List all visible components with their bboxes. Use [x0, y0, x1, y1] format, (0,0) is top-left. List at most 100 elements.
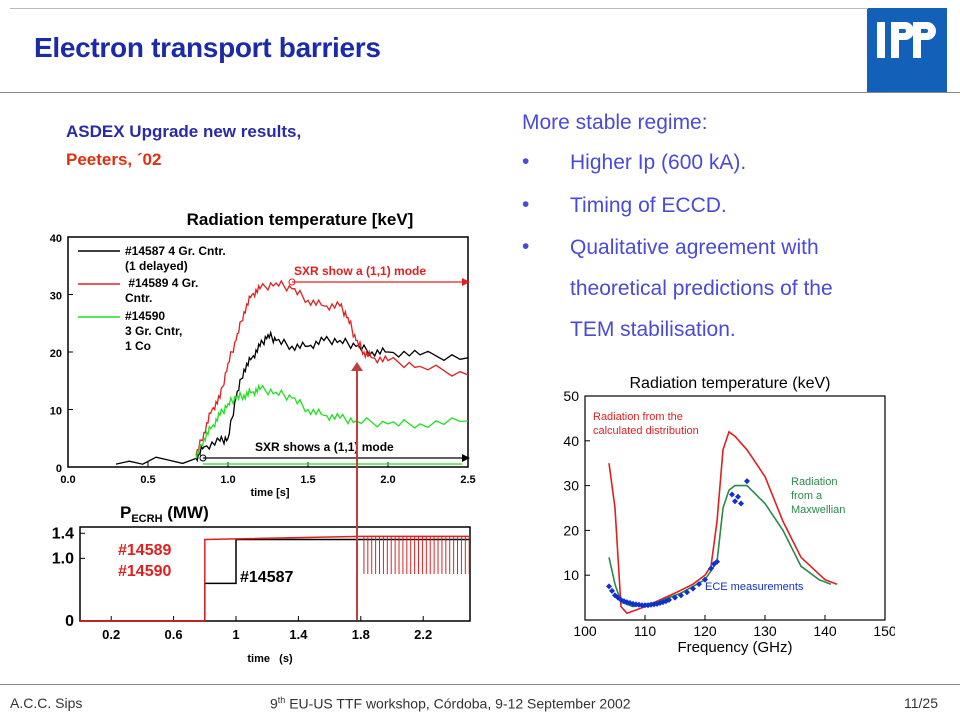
bullet-3-line-2: theoretical predictions of the	[570, 277, 833, 300]
ece-point	[738, 500, 744, 507]
label-14587: #14587	[240, 569, 293, 586]
series-line-radiation-from-the-calculated-distribution	[608, 430, 838, 615]
ece-point	[702, 576, 708, 583]
x-tick-label: 100	[573, 623, 597, 639]
y-tick-label: 1.0	[52, 550, 74, 567]
series-line--14589	[80, 535, 470, 622]
annotation-maxwellian-l2: from a	[791, 490, 823, 502]
ece-point	[678, 592, 684, 599]
legend-14589-l2: Cntr.	[125, 291, 152, 305]
x-tick-label: 0.5	[140, 474, 155, 486]
x-tick-label: 2.5	[460, 474, 475, 486]
x-tick-label: 1.5	[300, 474, 315, 486]
x-tick-label: 120	[693, 623, 717, 639]
ece-point	[666, 596, 672, 603]
bullet-3-symbol: •	[522, 235, 530, 258]
footer-page: 11/25	[904, 695, 938, 711]
y-tick-label: 30	[563, 478, 579, 494]
annotation-sxr-black: SXR shows a (1,1) mode	[255, 440, 394, 454]
subtitle-line-2: Peeters, ´02	[66, 150, 162, 169]
chart-radiation-temperature-time: Radiation temperature [keV] 0.0 0.5 1.0 1.5…	[50, 210, 476, 499]
x-tick-label: 1.8	[352, 627, 370, 642]
ece-point	[690, 585, 696, 592]
annotation-maxwellian-l1: Radiation	[791, 476, 837, 488]
ece-point	[696, 581, 702, 588]
annotation-sxr-black-marker	[199, 454, 207, 462]
series-line-radiation-from-a-maxwellian	[608, 484, 832, 608]
ece-point	[621, 598, 627, 605]
x-tick-label: 150	[873, 623, 895, 639]
x-tick-label: 110	[634, 623, 657, 639]
chart2-frame	[79, 526, 471, 622]
legend-14587-l2: (1 delayed)	[125, 259, 188, 273]
chart3-title: Radiation temperature (keV)	[630, 375, 831, 392]
x-tick-label: 1.4	[289, 627, 308, 642]
chart2-title: PECRH (MW)	[120, 503, 209, 525]
label-14589: #14589	[118, 542, 171, 559]
ece-point	[729, 491, 735, 498]
ipp-logo-icon: IPP	[867, 8, 947, 92]
ece-point	[630, 600, 636, 607]
y-tick-label: 20	[563, 522, 579, 538]
chart3-frame	[584, 395, 886, 621]
bullet-3-line-3: TEM stabilisation.	[570, 318, 736, 341]
bullet-1-text: Higher Ip (600 kA).	[570, 151, 747, 174]
ece-point	[624, 599, 630, 606]
ece-point	[708, 565, 714, 572]
legend-14590-l3: 1 Co	[125, 339, 151, 353]
bullet-1-symbol: •	[522, 150, 530, 173]
y-tick-label: 1.4	[52, 525, 74, 542]
chart2-xlabel: time (s)	[247, 653, 293, 665]
y-tick-label: 40	[50, 233, 62, 245]
chart-radiation-temperature-frequency: Radiation temperature (keV) 100 110 120 130…	[563, 375, 895, 656]
vertical-marker-line	[356, 366, 358, 620]
logo-text: IPP	[907, 81, 909, 83]
legend-14587-l1: #14587 4 Gr. Cntr.	[125, 244, 226, 258]
ece-point	[672, 594, 678, 601]
x-tick-label: 1	[232, 627, 239, 642]
ece-point	[714, 558, 720, 565]
y-tick-label: 10	[563, 567, 579, 583]
y-tick-label: 0	[65, 613, 74, 630]
y-tick-label: 50	[563, 388, 579, 404]
vertical-marker-arrowhead	[351, 362, 363, 371]
chart1-xlabel: time [s]	[250, 487, 289, 499]
y-tick-label: 40	[563, 433, 579, 449]
slide-title: Electron transport barriers	[34, 32, 381, 63]
footer-author: A.C.C. Sips	[10, 695, 83, 711]
annotation-ece: ECE measurements	[705, 581, 804, 593]
x-tick-label: 2.2	[414, 627, 432, 642]
x-tick-label: 0.6	[165, 627, 183, 642]
footer-event: 9th EU-US TTF workshop, Córdoba, 9-12 Se…	[270, 695, 631, 712]
footer-divider	[0, 684, 960, 685]
legend-14590-l1: #14590	[125, 309, 165, 323]
x-tick-label: 0.2	[102, 627, 120, 642]
ipp-logo: IPP	[867, 8, 947, 92]
chart3-xlabel: Frequency (GHz)	[677, 639, 792, 656]
y-tick-label: 20	[50, 348, 62, 360]
legend-14589-l1: #14589 4 Gr.	[125, 276, 198, 290]
y-tick-label: 30	[50, 291, 62, 303]
intro-text: More stable regime:	[522, 111, 708, 134]
bullet-3-line-1: Qualitative agreement with	[570, 236, 819, 259]
bullet-2-symbol: •	[522, 193, 530, 216]
chart1-title: Radiation temperature [keV]	[187, 210, 414, 229]
ece-point	[684, 589, 690, 596]
chart-pecrh: PECRH (MW) 0.2 0.6 1 1.4 1.8 2.2 0 1.0 1.4 #1458…	[52, 503, 471, 665]
x-tick-label: 2.0	[380, 474, 395, 486]
y-tick-label: 10	[50, 406, 62, 418]
subtitle-line-1: ASDEX Upgrade new results,	[66, 122, 302, 141]
annotation-calculated-l2: calculated distribution	[593, 425, 699, 437]
x-tick-label: 0.0	[60, 474, 75, 486]
x-tick-label: 140	[813, 623, 837, 639]
label-14590: #14590	[118, 563, 171, 580]
series-line--14590	[195, 383, 469, 459]
series-line--14587	[115, 330, 469, 465]
x-tick-label: 1.0	[220, 474, 235, 486]
legend-14590-l2: 3 Gr. Cntr,	[125, 324, 182, 338]
series-line--14589	[195, 279, 469, 456]
ece-point	[606, 583, 612, 590]
header-divider	[0, 92, 960, 93]
x-tick-label: 130	[753, 623, 777, 639]
ece-point	[609, 587, 615, 594]
